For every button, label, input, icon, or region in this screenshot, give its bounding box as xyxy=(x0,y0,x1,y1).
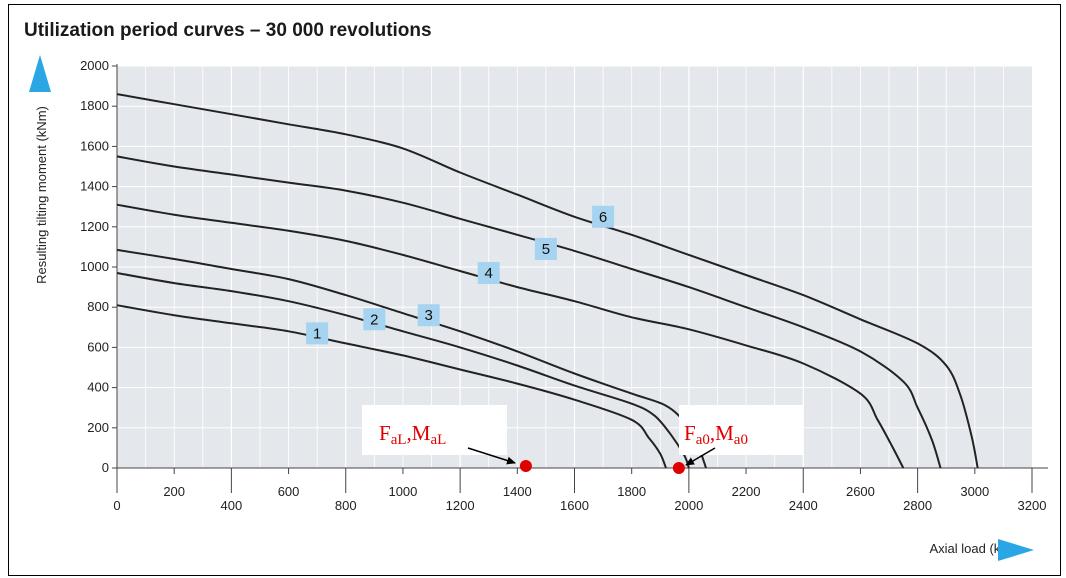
annotation-subscript: a0 xyxy=(696,432,710,448)
annotation-text: F xyxy=(684,421,696,445)
annotation-box xyxy=(362,405,507,455)
x-axis-arrow-icon xyxy=(998,539,1034,561)
curve-5 xyxy=(116,155,942,469)
annotation-subscript: a0 xyxy=(734,432,748,448)
curve-label: 5 xyxy=(542,241,550,258)
x-tick-label: 400 xyxy=(221,498,243,513)
curve-label: 2 xyxy=(370,311,378,328)
annotation-box xyxy=(679,405,803,455)
curve-label: 4 xyxy=(485,265,493,282)
y-tick-label: 600 xyxy=(87,339,109,354)
curve-2 xyxy=(116,272,690,469)
curve-label: 3 xyxy=(425,307,433,324)
curve-1 xyxy=(116,304,667,469)
annotation-point xyxy=(519,459,532,472)
annotation-subscript: aL xyxy=(391,432,407,448)
curve-label: 1 xyxy=(313,325,321,342)
x-tick-label: 200 xyxy=(163,484,185,499)
annotation-label: FaL,MaL xyxy=(379,421,446,448)
x-tick-label: 2200 xyxy=(732,484,761,499)
annotation-text: ,M xyxy=(407,421,431,445)
y-tick-label: 0 xyxy=(102,460,109,475)
x-tick-label: 1600 xyxy=(560,498,589,513)
annotation-subscript: aL xyxy=(430,432,446,448)
x-axis-label: Axial load (kN) xyxy=(929,541,1014,556)
curve-label-box xyxy=(534,237,557,260)
curve-label-box xyxy=(306,322,329,345)
x-tick-label: 2800 xyxy=(903,498,932,513)
curve-4 xyxy=(116,203,905,469)
y-tick-label: 800 xyxy=(87,299,109,314)
x-tick-label: 600 xyxy=(278,484,300,499)
curve-6 xyxy=(116,93,979,469)
y-tick-label: 400 xyxy=(87,380,109,395)
y-tick-label: 1200 xyxy=(80,219,109,234)
annotation-arrow xyxy=(467,447,516,465)
annotation-text: F xyxy=(379,421,391,445)
y-tick-label: 1800 xyxy=(80,98,109,113)
annotation-label: Fa0,Ma0 xyxy=(684,421,748,448)
x-tick-label: 1400 xyxy=(503,484,532,499)
annotation-point xyxy=(672,462,685,474)
x-tick-label: 3200 xyxy=(1018,498,1047,513)
x-tick-label: 1000 xyxy=(388,484,417,499)
x-tick-label: 2000 xyxy=(674,498,703,513)
y-axis-label: Resulting tilting moment (kNm) xyxy=(34,106,49,284)
y-axis-arrow-icon xyxy=(29,55,51,92)
curve-label-box xyxy=(477,262,500,285)
chart-title: Utilization period curves – 30 000 revol… xyxy=(24,20,432,41)
curve-label-box xyxy=(592,205,615,228)
y-tick-label: 2000 xyxy=(80,58,109,73)
x-tick-label: 1800 xyxy=(617,484,646,499)
x-tick-label: 2600 xyxy=(846,484,875,499)
curve-label-box xyxy=(417,304,440,327)
curve-label: 6 xyxy=(599,209,607,226)
y-tick-label: 200 xyxy=(87,420,109,435)
curve-label-box xyxy=(363,308,386,331)
annotation-text: ,M xyxy=(710,421,734,445)
y-tick-label: 1600 xyxy=(80,138,109,153)
y-tick-label: 1000 xyxy=(80,259,109,274)
x-tick-label: 1200 xyxy=(446,498,475,513)
y-tick-label: 1400 xyxy=(80,179,109,194)
annotation-arrow xyxy=(685,447,716,466)
x-tick-label: 3000 xyxy=(960,484,989,499)
x-tick-label: 800 xyxy=(335,498,357,513)
x-tick-label: 2400 xyxy=(789,498,818,513)
x-tick-label: 0 xyxy=(113,498,120,513)
